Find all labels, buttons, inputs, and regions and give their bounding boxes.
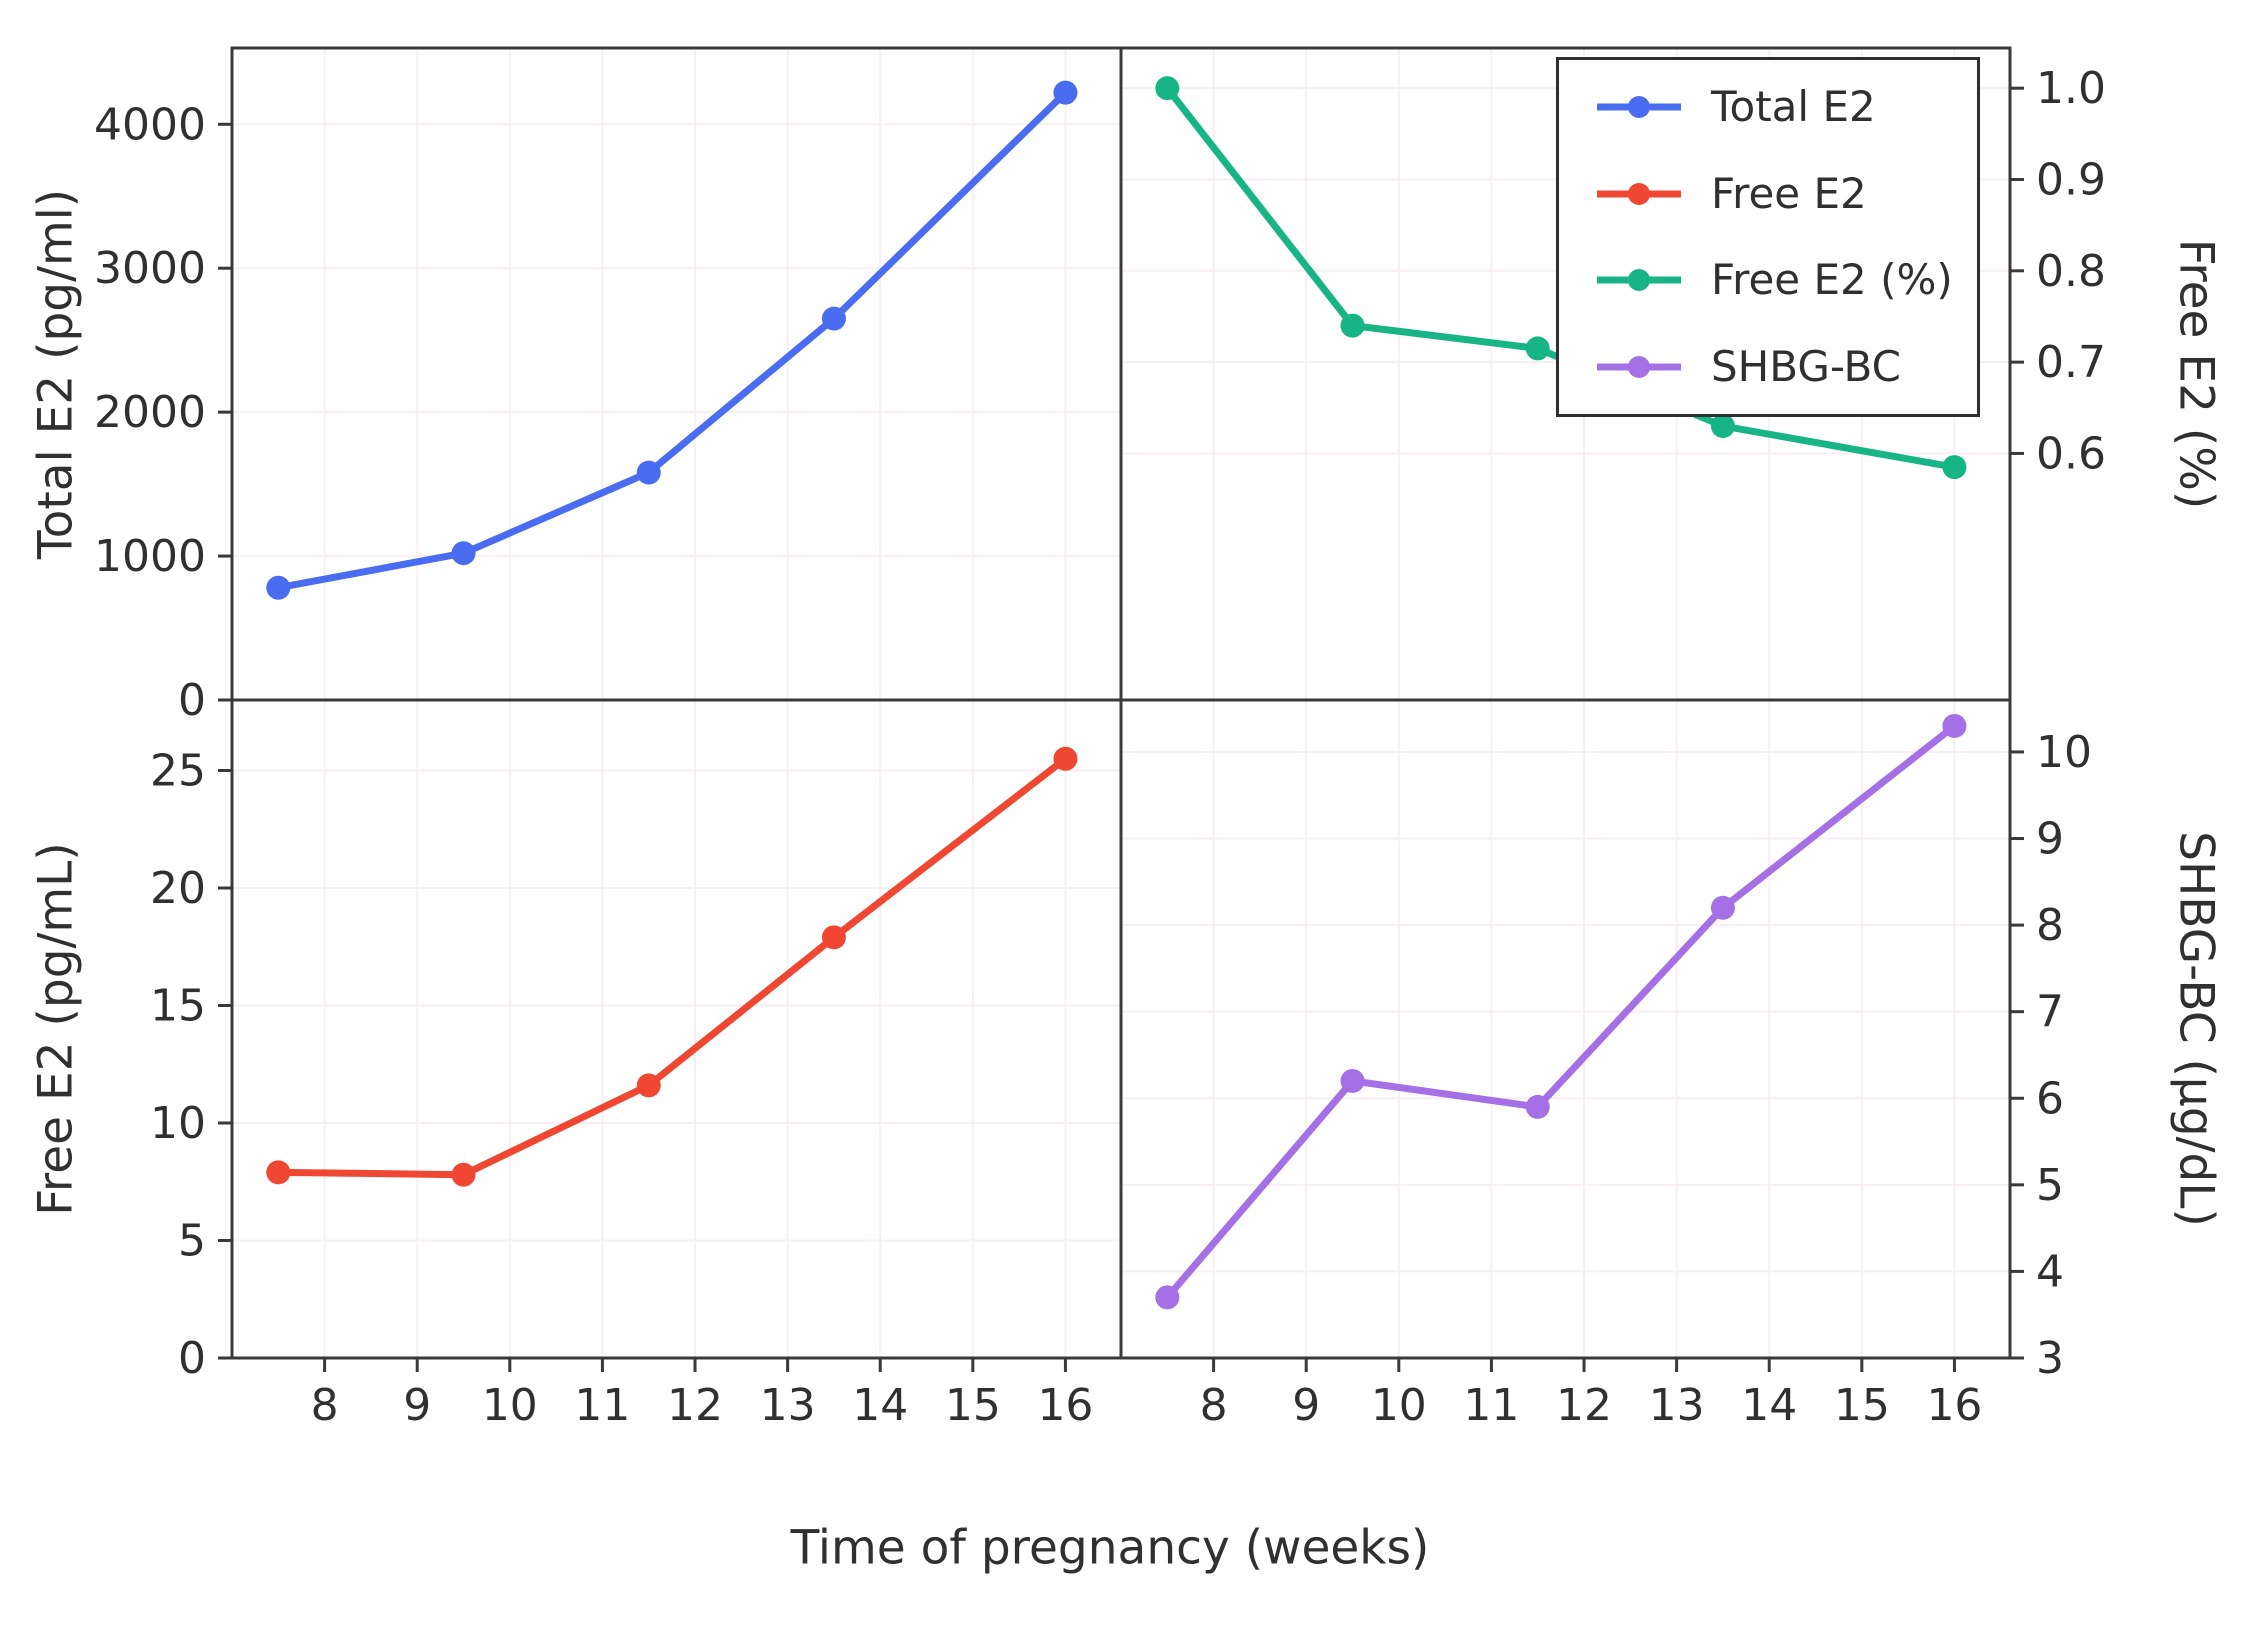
data-point: [451, 1162, 476, 1187]
legend-item-shbg-bc: SHBG-BC: [1593, 341, 1957, 391]
y-tick-label: 8: [2036, 900, 2064, 951]
legend-line-free-e2: [1597, 182, 1681, 205]
data-point: [636, 460, 661, 485]
y-axis-label-free-e2: Free E2 (pg/mL): [28, 842, 84, 1216]
x-tick-label: 16: [1037, 1380, 1093, 1431]
y-tick-label: 0.6: [2036, 428, 2106, 479]
data-point: [1525, 336, 1550, 361]
data-point: [1053, 746, 1078, 771]
x-tick-label: 9: [403, 1380, 431, 1431]
data-point: [1942, 455, 1967, 480]
y-tick-label: 0.9: [2036, 154, 2106, 205]
y-axis-label-total-e2: Total E2 (pg/ml): [28, 188, 84, 560]
x-tick-label: 15: [1834, 1380, 1890, 1431]
series-line-bottom-left: [274, 755, 1069, 1179]
y-tick-label: 0.8: [2036, 246, 2106, 297]
x-tick-label: 11: [1463, 1380, 1519, 1431]
x-tick-label: 13: [1649, 1380, 1705, 1431]
x-tick-label: 15: [945, 1380, 1001, 1431]
x-tick-label: 10: [482, 1380, 538, 1431]
x-tick-label: 12: [667, 1380, 723, 1431]
y-tick-label: 1.0: [2036, 63, 2106, 114]
y-tick-label: 5: [2036, 1160, 2064, 1211]
y-tick-label: 20: [150, 863, 206, 914]
panel-border: [1119, 698, 2012, 1360]
data-point: [636, 1073, 661, 1098]
data-point: [1525, 1094, 1550, 1119]
y-tick-label: 9: [2036, 814, 2064, 865]
data-point: [1942, 713, 1967, 738]
legend-label-free-e2: Free E2: [1711, 168, 1867, 218]
panel-border: [230, 698, 1123, 1360]
x-axis-label: Time of pregnancy (weeks): [790, 1520, 1430, 1576]
y-tick-label: 6: [2036, 1073, 2064, 1124]
data-point: [266, 575, 291, 600]
y-tick-label: 3: [2036, 1333, 2064, 1384]
y-tick-label: 4: [2036, 1246, 2064, 1297]
x-tick-label: 16: [1926, 1380, 1982, 1431]
y-tick-label: 0.7: [2036, 337, 2106, 388]
x-tick-label: 11: [574, 1380, 630, 1431]
panel-bottom-left: 0 5 10 15 20 25 8 9 10 11 12 13 14 15 16: [150, 698, 1123, 1431]
data-point: [1710, 895, 1735, 920]
y-tick-label: 10: [2036, 727, 2092, 778]
x-tick-label: 14: [852, 1380, 908, 1431]
y-tick-label: 25: [150, 746, 206, 797]
data-point: [1340, 313, 1365, 338]
data-point: [266, 1160, 291, 1185]
y-tick-label: 15: [150, 981, 206, 1032]
y-tick-label: 4000: [94, 99, 206, 150]
legend-line-total-e2: [1597, 96, 1681, 118]
data-point: [1155, 76, 1180, 101]
data-point: [1710, 414, 1735, 439]
series-line-top-left: [274, 89, 1069, 592]
y-tick-label: 0: [178, 675, 206, 726]
x-tick-label: 8: [311, 1380, 339, 1431]
legend-line-free-e2-pct: [1597, 269, 1681, 292]
data-point: [1053, 80, 1078, 105]
legend-item-free-e2: Free E2: [1593, 168, 1957, 218]
x-tick-label: 13: [760, 1380, 816, 1431]
data-point: [451, 541, 476, 566]
x-tick-label: 14: [1741, 1380, 1797, 1431]
legend-label-shbg-bc: SHBG-BC: [1711, 341, 1901, 391]
x-tick-label: 9: [1292, 1380, 1320, 1431]
panel-bottom-right: 3 4 5 6 7 8 9 10 8 9 10 11 12 13 14 15 16: [1119, 698, 2092, 1431]
panel-border: [230, 46, 1123, 702]
y-tick-label: 2000: [94, 387, 206, 438]
legend-line-shbg-bc: [1597, 355, 1681, 378]
y-tick-label: 0: [178, 1333, 206, 1384]
legend: Total E2 Free E2 Free E2 (%) SHBG-BC: [1556, 57, 1980, 417]
data-point: [1155, 1285, 1180, 1310]
y-axis-label-free-e2-pct: Free E2 (%): [2168, 238, 2224, 510]
y-tick-label: 1000: [94, 531, 206, 582]
legend-item-free-e2-pct: Free E2 (%): [1593, 259, 1957, 301]
y-tick-label: 10: [150, 1098, 206, 1149]
y-tick-label: 3000: [94, 243, 206, 294]
x-tick-label: 10: [1371, 1380, 1427, 1431]
legend-label-total-e2: Total E2: [1711, 82, 1876, 131]
legend-item-total-e2: Total E2: [1593, 86, 1957, 128]
legend-label-free-e2-pct: Free E2 (%): [1711, 255, 1953, 305]
x-tick-label: 12: [1556, 1380, 1612, 1431]
panel-top-left: 0 1000 2000 3000 4000: [94, 46, 1123, 726]
x-tick-label: 8: [1200, 1380, 1228, 1431]
data-point: [821, 925, 846, 950]
y-axis-label-shbg-bc: SHBG-BC (µg/dL): [2168, 831, 2224, 1227]
y-tick-label: 7: [2036, 987, 2064, 1038]
data-point: [821, 306, 846, 331]
y-tick-label: 5: [178, 1216, 206, 1267]
data-point: [1340, 1068, 1365, 1093]
